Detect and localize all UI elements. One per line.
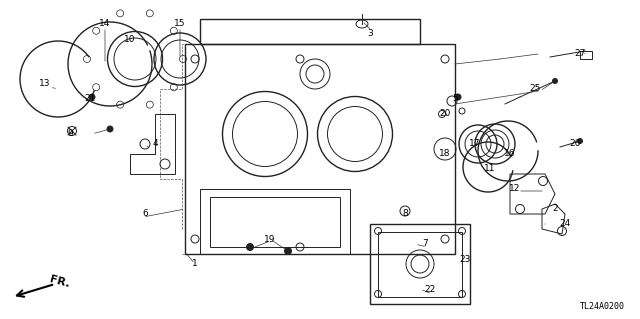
Text: 20: 20	[439, 109, 451, 118]
Bar	[378, 232, 462, 297]
Text: 25: 25	[529, 85, 541, 93]
Bar	[200, 189, 350, 254]
Ellipse shape	[455, 94, 461, 100]
Text: 10: 10	[124, 34, 136, 43]
Text: 19: 19	[264, 234, 276, 243]
Bar	[370, 224, 470, 304]
Text: 23: 23	[460, 255, 470, 263]
Text: 12: 12	[509, 184, 521, 194]
Text: 4: 4	[152, 139, 158, 149]
Bar	[210, 197, 340, 247]
Text: 16: 16	[504, 150, 516, 159]
Ellipse shape	[107, 126, 113, 132]
Text: 8: 8	[402, 210, 408, 219]
Ellipse shape	[577, 138, 582, 144]
Ellipse shape	[89, 94, 95, 100]
Ellipse shape	[67, 127, 77, 136]
Text: 1: 1	[192, 259, 198, 269]
Ellipse shape	[438, 110, 445, 117]
Text: 11: 11	[484, 165, 496, 174]
Text: 5: 5	[452, 94, 458, 103]
Text: 26: 26	[570, 139, 580, 149]
Text: 7: 7	[422, 240, 428, 249]
Text: 13: 13	[39, 79, 51, 88]
Text: 22: 22	[424, 285, 436, 293]
Text: 21: 21	[84, 94, 96, 103]
Text: 27: 27	[574, 49, 586, 58]
Ellipse shape	[285, 248, 291, 255]
Text: 6: 6	[142, 210, 148, 219]
Text: 3: 3	[367, 29, 373, 39]
Text: FR.: FR.	[48, 274, 70, 289]
Ellipse shape	[246, 243, 253, 250]
Ellipse shape	[552, 78, 557, 84]
Text: 9: 9	[67, 130, 73, 138]
Text: 14: 14	[99, 19, 111, 28]
Text: 15: 15	[174, 19, 186, 28]
Text: 17: 17	[469, 139, 481, 149]
Bar	[580, 51, 592, 59]
Text: 2: 2	[552, 204, 558, 213]
Text: 24: 24	[559, 219, 571, 228]
Text: 18: 18	[439, 150, 451, 159]
Text: TL24A0200: TL24A0200	[580, 302, 625, 311]
